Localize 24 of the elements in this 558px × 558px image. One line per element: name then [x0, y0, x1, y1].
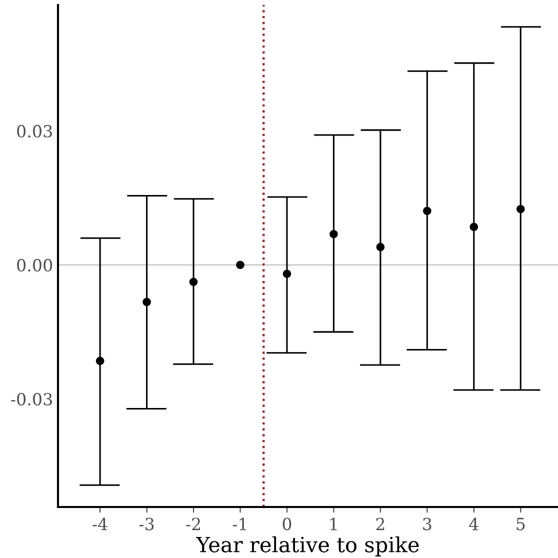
point	[236, 260, 244, 270]
point	[282, 270, 292, 278]
y-tick-label: 0.00	[17, 258, 52, 272]
point	[422, 206, 432, 216]
x-axis-title: Year relative to spike	[196, 536, 419, 556]
point	[516, 204, 525, 214]
x-tick-label: 2	[376, 518, 384, 530]
point	[470, 222, 478, 232]
x-tick-label: 4	[469, 518, 478, 530]
x-tick-label: -2	[186, 518, 200, 530]
point	[189, 278, 198, 286]
point	[330, 230, 338, 238]
point	[142, 298, 151, 306]
x-tick-label: 1	[330, 518, 337, 530]
point	[376, 242, 385, 252]
x-tick-label: 5	[516, 518, 525, 530]
x-tick-label: -4	[92, 518, 108, 530]
x-tick-label: 0	[282, 518, 292, 530]
x-tick-label: 3	[423, 518, 432, 530]
x-tick-label: -3	[139, 518, 154, 530]
point	[96, 356, 104, 366]
y-tick-label: -0.03	[11, 392, 52, 406]
x-tick-label: -1	[232, 518, 246, 530]
y-tick-label: 0.03	[17, 124, 52, 138]
